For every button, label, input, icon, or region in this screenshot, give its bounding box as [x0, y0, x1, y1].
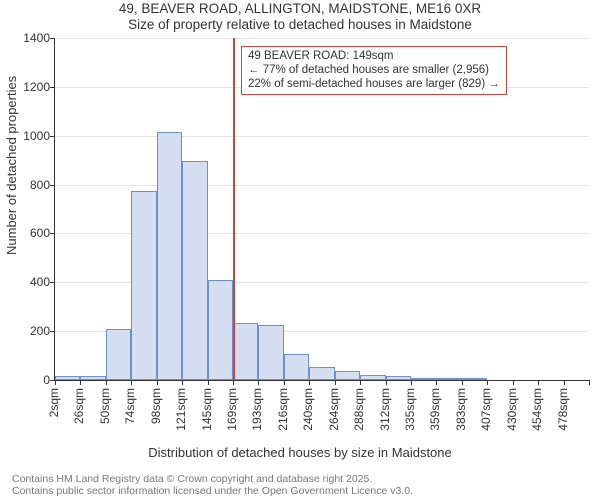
grid-line [55, 185, 589, 186]
footnote: Contains HM Land Registry data © Crown c… [12, 473, 588, 497]
x-tick [157, 380, 158, 385]
x-tick-label: 98sqm [149, 388, 163, 424]
x-tick-label: 359sqm [428, 388, 442, 431]
x-tick [436, 380, 437, 385]
grid-line [55, 38, 589, 39]
annot-line-2: ← 77% of detached houses are smaller (2,… [248, 64, 489, 76]
x-tick-label: 478sqm [556, 388, 570, 431]
x-tick [386, 380, 387, 385]
x-tick-label: 145sqm [200, 388, 214, 431]
y-tick [50, 87, 55, 88]
x-tick [55, 380, 56, 385]
y-tick [50, 331, 55, 332]
histogram-bar [436, 378, 461, 380]
x-tick [538, 380, 539, 385]
y-tick [50, 233, 55, 234]
x-tick [462, 380, 463, 385]
histogram-bar [335, 371, 360, 380]
x-tick-label: 50sqm [98, 388, 112, 424]
footnote-line-1: Contains HM Land Registry data © Crown c… [12, 473, 372, 485]
x-tick [360, 380, 361, 385]
marker-line [233, 38, 235, 380]
x-tick [106, 380, 107, 385]
x-tick [131, 380, 132, 385]
x-tick-label: 335sqm [403, 388, 417, 431]
x-tick-label: 454sqm [530, 388, 544, 431]
histogram-bar [182, 161, 207, 380]
histogram-bar [131, 191, 156, 380]
histogram-bar [157, 132, 182, 380]
y-tick-label: 1400 [6, 31, 50, 45]
x-tick-label: 407sqm [479, 388, 493, 431]
histogram-bar [411, 378, 436, 380]
x-tick [335, 380, 336, 385]
plot-area: 49 BEAVER ROAD: 149sqm ← 77% of detached … [54, 38, 589, 381]
histogram-bar [386, 376, 411, 380]
x-tick [513, 380, 514, 385]
annot-line-1: 49 BEAVER ROAD: 149sqm [248, 50, 394, 62]
x-axis-label: Distribution of detached houses by size … [0, 445, 600, 460]
x-tick-label: 26sqm [72, 388, 86, 424]
histogram-bar [233, 323, 258, 380]
histogram-bar [360, 375, 385, 380]
y-tick [50, 136, 55, 137]
histogram-bar [55, 376, 80, 380]
x-tick [564, 380, 565, 385]
x-tick-label: 2sqm [47, 388, 61, 417]
title-line-1: 49, BEAVER ROAD, ALLINGTON, MAIDSTONE, M… [119, 1, 481, 16]
y-tick [50, 38, 55, 39]
x-tick-label: 121sqm [174, 388, 188, 431]
x-tick [309, 380, 310, 385]
x-tick [258, 380, 259, 385]
x-tick-label: 264sqm [327, 388, 341, 431]
title-line-2: Size of property relative to detached ho… [128, 17, 472, 32]
x-tick-label: 169sqm [225, 388, 239, 431]
marker-annotation: 49 BEAVER ROAD: 149sqm ← 77% of detached … [241, 46, 507, 95]
histogram-bar [258, 325, 283, 380]
y-tick [50, 282, 55, 283]
y-tick-label: 600 [6, 226, 50, 240]
y-tick-label: 1000 [6, 129, 50, 143]
x-tick [182, 380, 183, 385]
x-tick-label: 312sqm [378, 388, 392, 431]
annot-line-3: 22% of semi-detached houses are larger (… [248, 78, 500, 90]
histogram-bar [80, 376, 105, 380]
x-tick [208, 380, 209, 385]
x-tick-label: 74sqm [123, 388, 137, 424]
x-tick-label: 383sqm [454, 388, 468, 431]
x-tick [411, 380, 412, 385]
y-tick-label: 400 [6, 275, 50, 289]
x-tick [284, 380, 285, 385]
y-tick-label: 0 [6, 373, 50, 387]
y-tick-label: 1200 [6, 80, 50, 94]
y-tick-label: 800 [6, 178, 50, 192]
chart-title: 49, BEAVER ROAD, ALLINGTON, MAIDSTONE, M… [0, 1, 600, 32]
histogram-bar [208, 280, 233, 380]
x-tick-label: 216sqm [276, 388, 290, 431]
x-tick [80, 380, 81, 385]
x-tick [589, 380, 590, 385]
grid-line [55, 136, 589, 137]
histogram-bar [309, 367, 334, 380]
y-tick-label: 200 [6, 324, 50, 338]
histogram-bar [284, 354, 309, 380]
footnote-line-2: Contains public sector information licen… [12, 485, 413, 497]
x-tick-label: 193sqm [250, 388, 264, 431]
histogram-bar [462, 378, 487, 380]
x-tick [233, 380, 234, 385]
x-tick-label: 240sqm [301, 388, 315, 431]
x-tick-label: 430sqm [505, 388, 519, 431]
x-tick-label: 288sqm [352, 388, 366, 431]
histogram-bar [106, 329, 131, 380]
x-tick [487, 380, 488, 385]
y-tick [50, 185, 55, 186]
